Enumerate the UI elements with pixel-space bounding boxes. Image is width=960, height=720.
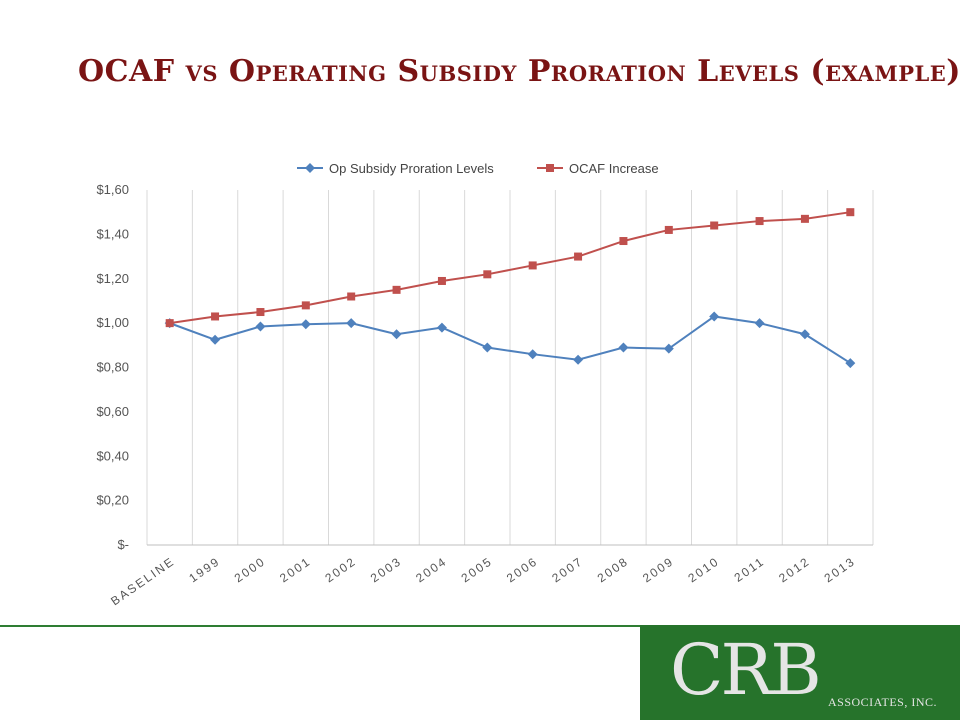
legend-label: OCAF Increase [569, 161, 659, 176]
data-point [300, 319, 311, 330]
legend-marker [305, 163, 315, 173]
legend-marker [546, 164, 554, 172]
slide-title: OCAF vs Operating Subsidy Proration Leve… [78, 54, 960, 89]
x-tick-label: 2005 [459, 554, 495, 585]
x-tick-label: 2008 [595, 554, 631, 585]
data-point [165, 319, 174, 328]
data-point [301, 301, 310, 310]
data-point [346, 318, 357, 329]
data-point [437, 276, 446, 285]
x-tick-label: 2009 [640, 554, 676, 585]
data-point [709, 311, 720, 322]
y-tick-label: $1,00 [96, 315, 129, 330]
data-point [436, 322, 447, 333]
logo-main-text: CRB [670, 629, 822, 711]
data-point [800, 214, 809, 223]
y-tick-label: $1,40 [96, 226, 129, 241]
x-tick-label: 2003 [368, 554, 404, 585]
data-point [799, 329, 810, 340]
x-tick-label: 2011 [732, 554, 768, 585]
x-tick-label: BASELINE [108, 554, 177, 608]
x-tick-label: 2007 [549, 554, 585, 585]
data-point [755, 217, 764, 226]
data-point [618, 342, 629, 353]
y-tick-label: $1,60 [96, 182, 129, 197]
x-tick-label: 2004 [413, 554, 449, 585]
x-tick-label: 2000 [232, 554, 268, 585]
data-point [845, 358, 856, 369]
data-point [256, 308, 265, 317]
data-point [255, 321, 266, 332]
data-point [392, 285, 401, 294]
y-tick-label: $- [117, 537, 129, 552]
y-tick-label: $1,20 [96, 271, 129, 286]
series-line [169, 211, 851, 325]
data-point [527, 349, 538, 360]
logo-sub-text: ASSOCIATES, INC. [828, 695, 938, 709]
data-point [391, 329, 402, 340]
x-tick-label: 2010 [685, 554, 721, 585]
footer-divider [0, 625, 640, 627]
crb-logo: CRB ASSOCIATES, INC. [640, 625, 960, 720]
data-point [574, 252, 583, 261]
data-point [210, 334, 221, 345]
data-point [528, 261, 537, 270]
series-line [169, 315, 851, 364]
data-point [483, 270, 492, 279]
data-point [663, 343, 674, 354]
data-point [664, 225, 673, 234]
data-point [347, 292, 356, 301]
y-tick-label: $0,60 [96, 404, 129, 419]
line-chart: $- $0,20 $0,40 $0,60 $0,80 $1,00 $1,20 $1,40 $1,… [96, 161, 874, 608]
data-point [846, 208, 855, 217]
x-tick-label: 2002 [322, 554, 358, 585]
data-point [573, 354, 584, 365]
x-tick-label: 2012 [776, 554, 812, 585]
y-tick-label: $0,80 [96, 360, 129, 375]
data-point [482, 342, 493, 353]
data-point [710, 221, 719, 230]
data-point [619, 237, 628, 246]
x-tick-label: 1999 [186, 554, 222, 585]
y-tick-label: $0,40 [96, 448, 129, 463]
legend-label: Op Subsidy Proration Levels [329, 161, 494, 176]
y-tick-label: $0,20 [96, 493, 129, 508]
data-point [211, 312, 220, 321]
x-tick-label: 2006 [504, 554, 540, 585]
x-tick-label: 2001 [277, 554, 313, 585]
x-tick-label: 2013 [822, 554, 858, 585]
data-point [754, 318, 765, 329]
